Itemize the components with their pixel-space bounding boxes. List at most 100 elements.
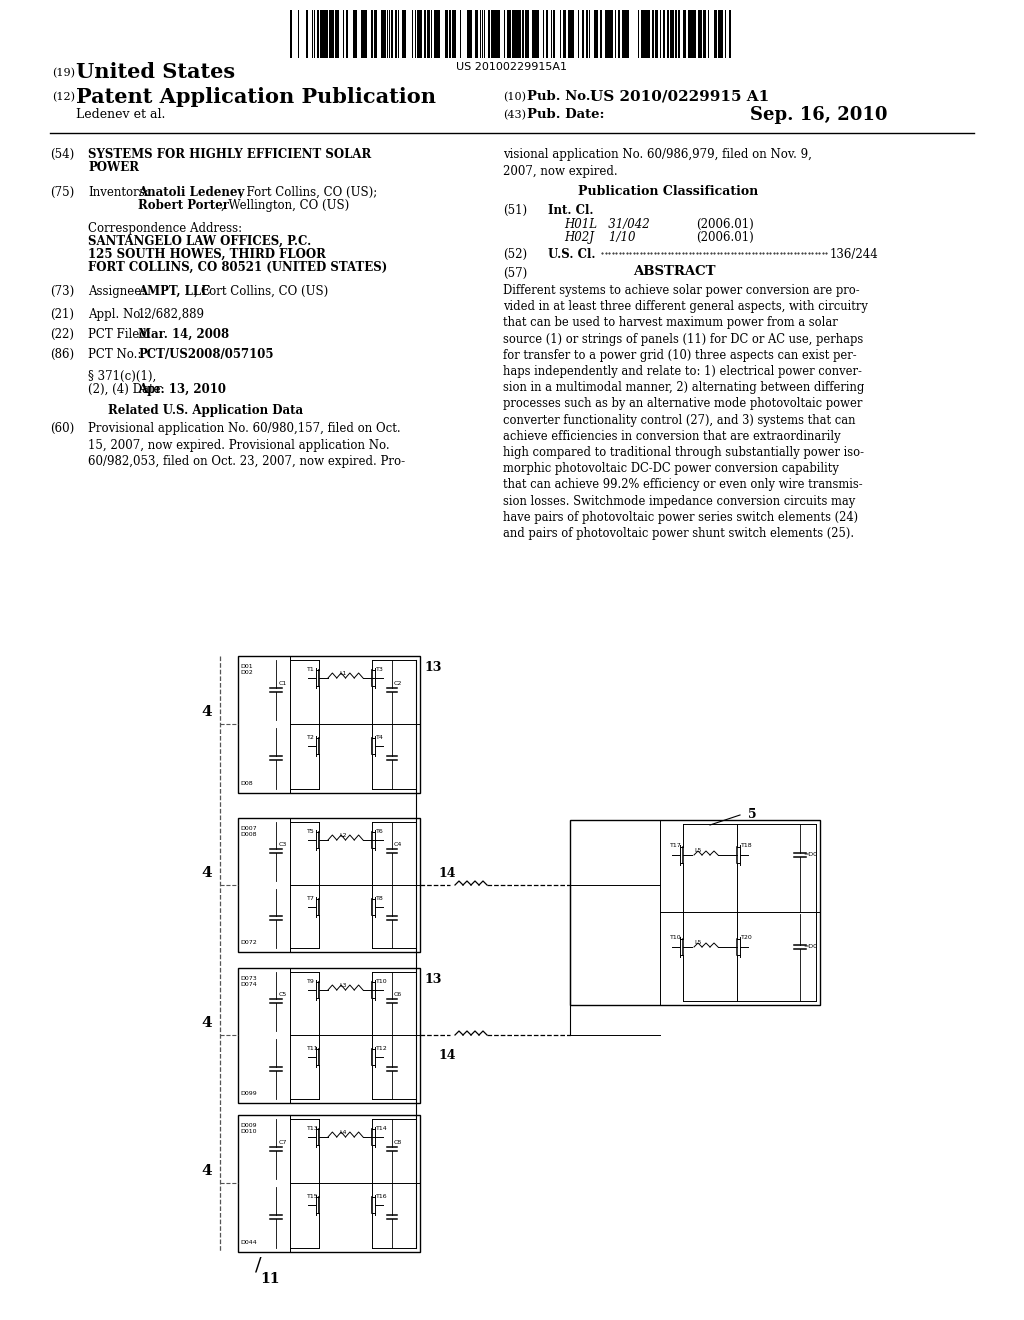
Text: , Fort Collins, CO (US): , Fort Collins, CO (US) bbox=[194, 285, 329, 298]
Text: 5: 5 bbox=[748, 808, 757, 821]
Bar bbox=[645, 11, 647, 58]
Text: T11: T11 bbox=[307, 1045, 318, 1051]
Text: Provisional application No. 60/980,157, filed on Oct.
15, 2007, now expired. Pro: Provisional application No. 60/980,157, … bbox=[88, 422, 406, 469]
Text: Inventors:: Inventors: bbox=[88, 186, 148, 199]
Text: , Wellington, CO (US): , Wellington, CO (US) bbox=[221, 199, 349, 213]
Text: D099: D099 bbox=[240, 1092, 257, 1096]
Bar bbox=[362, 11, 366, 58]
Text: T7: T7 bbox=[307, 896, 314, 902]
Bar bbox=[323, 11, 325, 58]
Text: D044: D044 bbox=[240, 1239, 257, 1245]
Bar bbox=[652, 11, 654, 58]
Text: C4: C4 bbox=[394, 842, 402, 847]
Text: Pub. No.:: Pub. No.: bbox=[527, 90, 596, 103]
Text: AMPT, LLC: AMPT, LLC bbox=[138, 285, 211, 298]
Text: T20: T20 bbox=[741, 935, 753, 940]
Bar bbox=[326, 11, 328, 58]
Text: L5: L5 bbox=[694, 847, 701, 853]
Bar bbox=[238, 656, 420, 793]
Text: L3: L3 bbox=[340, 983, 347, 987]
Text: T18: T18 bbox=[741, 843, 753, 847]
Text: D007
D008: D007 D008 bbox=[240, 826, 257, 837]
Bar bbox=[700, 11, 702, 58]
Text: Sep. 16, 2010: Sep. 16, 2010 bbox=[750, 106, 888, 124]
Bar bbox=[721, 11, 723, 58]
Text: 4: 4 bbox=[202, 1164, 212, 1177]
Bar bbox=[434, 11, 436, 58]
Text: 12/682,889: 12/682,889 bbox=[138, 308, 205, 321]
Text: C2: C2 bbox=[394, 681, 402, 686]
Bar bbox=[424, 11, 426, 58]
Text: (51): (51) bbox=[503, 205, 527, 216]
Bar bbox=[238, 818, 420, 952]
Text: D01
D02: D01 D02 bbox=[240, 664, 253, 676]
Text: (2006.01): (2006.01) bbox=[696, 218, 754, 231]
Text: T2: T2 bbox=[307, 735, 314, 741]
Text: 4: 4 bbox=[202, 705, 212, 719]
Bar bbox=[692, 11, 694, 58]
Text: T10: T10 bbox=[670, 935, 682, 940]
Text: T13: T13 bbox=[307, 1126, 318, 1131]
Text: (2), (4) Date:: (2), (4) Date: bbox=[88, 383, 165, 396]
Text: (75): (75) bbox=[50, 186, 75, 199]
Text: (52): (52) bbox=[503, 248, 527, 261]
Text: Publication Classification: Publication Classification bbox=[578, 185, 758, 198]
Bar bbox=[436, 11, 438, 58]
Text: U.S. Cl.: U.S. Cl. bbox=[548, 248, 596, 261]
Bar bbox=[563, 11, 566, 58]
Text: 4: 4 bbox=[202, 1016, 212, 1030]
Text: C8: C8 bbox=[394, 1140, 402, 1144]
Bar bbox=[656, 11, 658, 58]
Text: T16: T16 bbox=[376, 1195, 388, 1199]
Text: T1: T1 bbox=[307, 667, 314, 672]
Text: Pub. Date:: Pub. Date: bbox=[527, 108, 604, 121]
Bar bbox=[729, 11, 731, 58]
Text: Related U.S. Application Data: Related U.S. Application Data bbox=[108, 404, 303, 417]
Bar bbox=[570, 820, 820, 1005]
Bar bbox=[238, 968, 420, 1104]
Text: C6: C6 bbox=[394, 993, 402, 997]
Text: T3: T3 bbox=[376, 667, 384, 672]
Text: Different systems to achieve solar power conversion are pro-
vided in at least t: Different systems to achieve solar power… bbox=[503, 284, 868, 540]
Bar bbox=[329, 11, 332, 58]
Bar bbox=[238, 1115, 420, 1251]
Text: POWER: POWER bbox=[88, 161, 139, 174]
Bar bbox=[420, 11, 422, 58]
Bar bbox=[643, 11, 645, 58]
Bar bbox=[470, 11, 472, 58]
Bar bbox=[623, 11, 625, 58]
Text: § 371(c)(1),: § 371(c)(1), bbox=[88, 370, 157, 383]
Text: (10): (10) bbox=[503, 91, 526, 102]
Bar bbox=[496, 11, 498, 58]
Text: Int. Cl.: Int. Cl. bbox=[548, 205, 594, 216]
Text: , Fort Collins, CO (US);: , Fort Collins, CO (US); bbox=[239, 186, 377, 199]
Text: PCT No.:: PCT No.: bbox=[88, 348, 141, 360]
Text: Appl. No.:: Appl. No.: bbox=[88, 308, 147, 321]
Text: Robert Porter: Robert Porter bbox=[138, 199, 229, 213]
Bar bbox=[337, 11, 339, 58]
Bar bbox=[605, 11, 608, 58]
Bar bbox=[402, 11, 404, 58]
Bar bbox=[391, 11, 393, 58]
Text: (22): (22) bbox=[50, 327, 74, 341]
Bar bbox=[688, 11, 691, 58]
Bar bbox=[532, 11, 534, 58]
Text: D073
D074: D073 D074 bbox=[240, 975, 257, 987]
Text: SANTANGELO LAW OFFICES, P.C.: SANTANGELO LAW OFFICES, P.C. bbox=[88, 235, 311, 248]
Bar bbox=[445, 11, 447, 58]
Bar bbox=[332, 11, 334, 58]
Bar bbox=[509, 11, 511, 58]
Bar bbox=[498, 11, 500, 58]
Text: (21): (21) bbox=[50, 308, 74, 321]
Text: T17: T17 bbox=[670, 843, 682, 847]
Bar bbox=[718, 11, 721, 58]
Text: T6: T6 bbox=[376, 829, 384, 834]
Text: 13: 13 bbox=[424, 661, 441, 675]
Text: D072: D072 bbox=[240, 940, 257, 945]
Text: SYSTEMS FOR HIGHLY EFFICIENT SOLAR: SYSTEMS FOR HIGHLY EFFICIENT SOLAR bbox=[88, 148, 372, 161]
Text: D08: D08 bbox=[240, 781, 253, 785]
Text: Apr. 13, 2010: Apr. 13, 2010 bbox=[138, 383, 226, 396]
Text: C7: C7 bbox=[279, 1140, 288, 1144]
Text: Patent Application Publication: Patent Application Publication bbox=[76, 87, 436, 107]
Text: 13: 13 bbox=[424, 973, 441, 986]
